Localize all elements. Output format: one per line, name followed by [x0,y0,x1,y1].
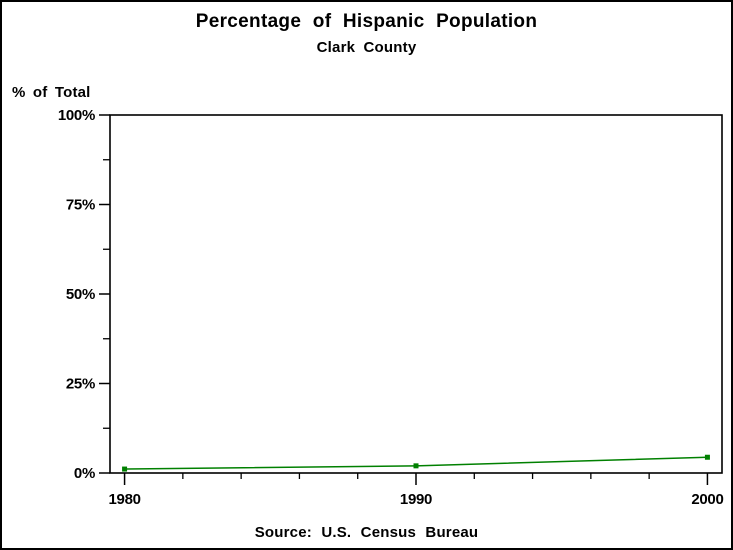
x-tick-label: 1990 [400,491,432,508]
y-tick-label: 100% [58,107,95,124]
data-point-marker [122,466,128,472]
chart-title: Percentage of Hispanic Population [195,11,538,32]
y-tick-label: 25% [66,376,95,393]
plot-frame [109,114,723,474]
data-point-marker [413,463,419,469]
data-point-marker [704,454,710,460]
y-axis-label: % of Total [12,84,91,101]
chart-subtitle: Clark County [316,39,417,56]
y-tick-label: 50% [66,286,95,303]
source-note: Source: U.S. Census Bureau [254,524,479,541]
y-tick-label: 75% [66,197,95,214]
y-tick-label: 0% [74,465,95,482]
x-tick-label: 2000 [691,491,723,508]
x-tick-label: 1980 [108,491,140,508]
